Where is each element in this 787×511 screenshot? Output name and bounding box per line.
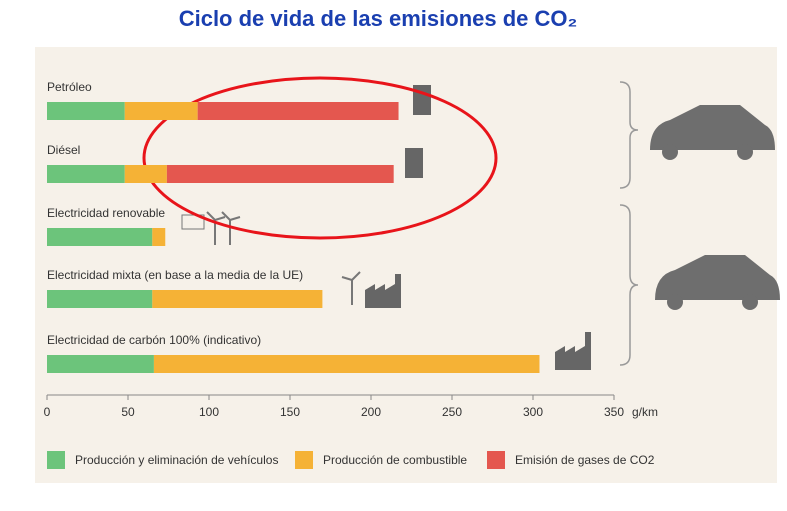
bar-segment bbox=[198, 102, 399, 120]
bar-segment bbox=[125, 102, 198, 120]
x-tick-label: 150 bbox=[280, 405, 300, 419]
chart-title: Ciclo de vida de las emisiones de CO₂ bbox=[179, 6, 578, 31]
bar-segment bbox=[152, 228, 165, 246]
category-label: Diésel bbox=[47, 143, 80, 157]
bar-segment bbox=[47, 228, 152, 246]
wheel bbox=[742, 294, 758, 310]
x-tick-label: 250 bbox=[442, 405, 462, 419]
category-label: Electricidad renovable bbox=[47, 206, 165, 220]
x-axis-label: g/km bbox=[632, 405, 658, 419]
bar-segment bbox=[167, 165, 394, 183]
bar-segment bbox=[47, 355, 154, 373]
x-tick-label: 0 bbox=[44, 405, 51, 419]
legend-label: Producción de combustible bbox=[323, 453, 467, 467]
bar-segment bbox=[47, 290, 152, 308]
x-tick-label: 350 bbox=[604, 405, 624, 419]
page: Ciclo de vida de las emisiones de CO₂ 0 5… bbox=[0, 0, 787, 511]
pump-icon bbox=[405, 148, 423, 178]
legend-swatch bbox=[487, 451, 505, 469]
x-tick-label: 50 bbox=[121, 405, 135, 419]
wheel bbox=[737, 144, 753, 160]
category-label: Electricidad de carbón 100% (indicativo) bbox=[47, 333, 261, 347]
legend-label: Producción y eliminación de vehículos bbox=[75, 453, 278, 467]
wheel bbox=[662, 144, 678, 160]
x-tick-label: 300 bbox=[523, 405, 543, 419]
category-label: Petróleo bbox=[47, 80, 92, 94]
bar-segment bbox=[125, 165, 167, 183]
x-tick-label: 100 bbox=[199, 405, 219, 419]
x-tick-label: 200 bbox=[361, 405, 381, 419]
legend-label: Emisión de gases de CO2 bbox=[515, 453, 655, 467]
category-label: Electricidad mixta (en base a la media d… bbox=[47, 268, 303, 282]
bar-segment bbox=[154, 355, 540, 373]
legend-swatch bbox=[47, 451, 65, 469]
bar-segment bbox=[47, 102, 125, 120]
wheel bbox=[667, 294, 683, 310]
bar-segment bbox=[47, 165, 125, 183]
bar-segment bbox=[152, 290, 322, 308]
legend-swatch bbox=[295, 451, 313, 469]
chart: Ciclo de vida de las emisiones de CO₂ 0 5… bbox=[0, 0, 787, 511]
